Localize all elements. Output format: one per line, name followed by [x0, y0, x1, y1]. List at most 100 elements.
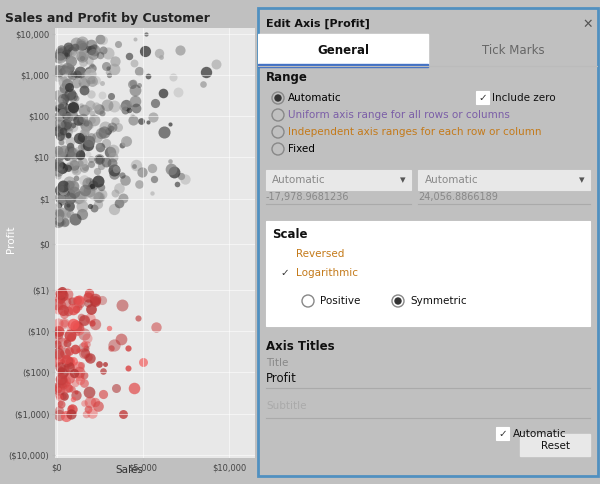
- Point: [52, 341, 62, 348]
- Point: [84, 388, 94, 395]
- Text: Title: Title: [266, 358, 289, 368]
- Point: [95, 35, 104, 43]
- Point: [56, 138, 66, 146]
- Point: [55, 99, 65, 107]
- Bar: [476, 91, 489, 104]
- Point: [53, 54, 63, 61]
- Point: [71, 391, 81, 399]
- Point: [80, 142, 90, 150]
- Point: [77, 210, 86, 218]
- Point: [61, 111, 71, 119]
- Point: [137, 168, 146, 176]
- Point: [58, 382, 68, 390]
- Point: [118, 171, 127, 179]
- Point: [53, 358, 63, 366]
- Circle shape: [275, 95, 281, 101]
- Point: [147, 164, 157, 171]
- Point: [60, 299, 70, 306]
- Point: [176, 172, 186, 180]
- Point: [113, 123, 123, 131]
- Point: [72, 147, 82, 154]
- Text: ▾: ▾: [400, 175, 406, 185]
- Point: [57, 165, 67, 172]
- Point: [59, 75, 68, 83]
- Point: [82, 121, 91, 129]
- Point: [61, 355, 71, 363]
- Text: ✓: ✓: [281, 268, 289, 278]
- Point: [74, 134, 83, 142]
- Point: [175, 46, 185, 54]
- Point: [87, 409, 97, 417]
- Point: [67, 149, 77, 157]
- Point: [73, 323, 83, 331]
- Point: [88, 77, 98, 85]
- Point: [121, 176, 130, 184]
- Point: [87, 77, 97, 85]
- Point: [68, 182, 78, 190]
- Point: [211, 60, 221, 68]
- Point: [139, 358, 148, 365]
- Point: [91, 49, 100, 57]
- Point: [62, 383, 71, 391]
- Text: Logarithmic: Logarithmic: [296, 268, 358, 278]
- Point: [79, 42, 88, 50]
- Point: [119, 104, 128, 111]
- Point: [52, 74, 62, 82]
- Text: Scale: Scale: [272, 227, 308, 241]
- Point: [75, 151, 85, 159]
- Point: [97, 91, 107, 99]
- Point: [84, 56, 94, 63]
- Point: [57, 378, 67, 386]
- Point: [86, 133, 96, 141]
- Point: [93, 402, 103, 410]
- Point: [68, 104, 77, 112]
- Point: [55, 218, 65, 226]
- Point: [58, 210, 67, 217]
- Point: [62, 163, 71, 170]
- Point: [75, 68, 85, 76]
- Point: [56, 375, 66, 383]
- Point: [79, 378, 89, 386]
- Point: [86, 90, 96, 98]
- Point: [62, 64, 72, 72]
- Text: Automatic: Automatic: [288, 93, 341, 103]
- Point: [65, 56, 75, 64]
- Point: [83, 177, 93, 185]
- Point: [80, 186, 89, 194]
- Text: Reversed: Reversed: [296, 249, 344, 259]
- Point: [91, 320, 100, 328]
- Point: [71, 43, 80, 50]
- Point: [54, 215, 64, 223]
- Point: [77, 192, 87, 200]
- Point: [69, 50, 79, 58]
- Point: [64, 202, 73, 210]
- Point: [120, 106, 130, 114]
- Point: [61, 183, 71, 191]
- Point: [59, 53, 68, 60]
- Point: [52, 334, 62, 342]
- Point: [55, 327, 64, 335]
- Point: [114, 184, 124, 192]
- Point: [56, 47, 66, 55]
- Point: [67, 72, 77, 79]
- Bar: [496, 427, 509, 440]
- Point: [59, 85, 68, 92]
- Point: [88, 182, 97, 190]
- Point: [74, 193, 83, 200]
- Point: [53, 173, 63, 181]
- Point: [109, 170, 119, 178]
- Text: ▾: ▾: [579, 175, 585, 185]
- Point: [66, 57, 76, 65]
- Point: [64, 190, 73, 197]
- Point: [103, 101, 112, 109]
- Point: [56, 197, 66, 204]
- Point: [62, 339, 72, 347]
- Point: [63, 113, 73, 121]
- Point: [54, 385, 64, 393]
- Point: [173, 88, 182, 96]
- Point: [151, 99, 160, 107]
- Point: [79, 341, 89, 348]
- Point: [86, 75, 95, 83]
- Point: [65, 137, 74, 145]
- Point: [93, 141, 103, 149]
